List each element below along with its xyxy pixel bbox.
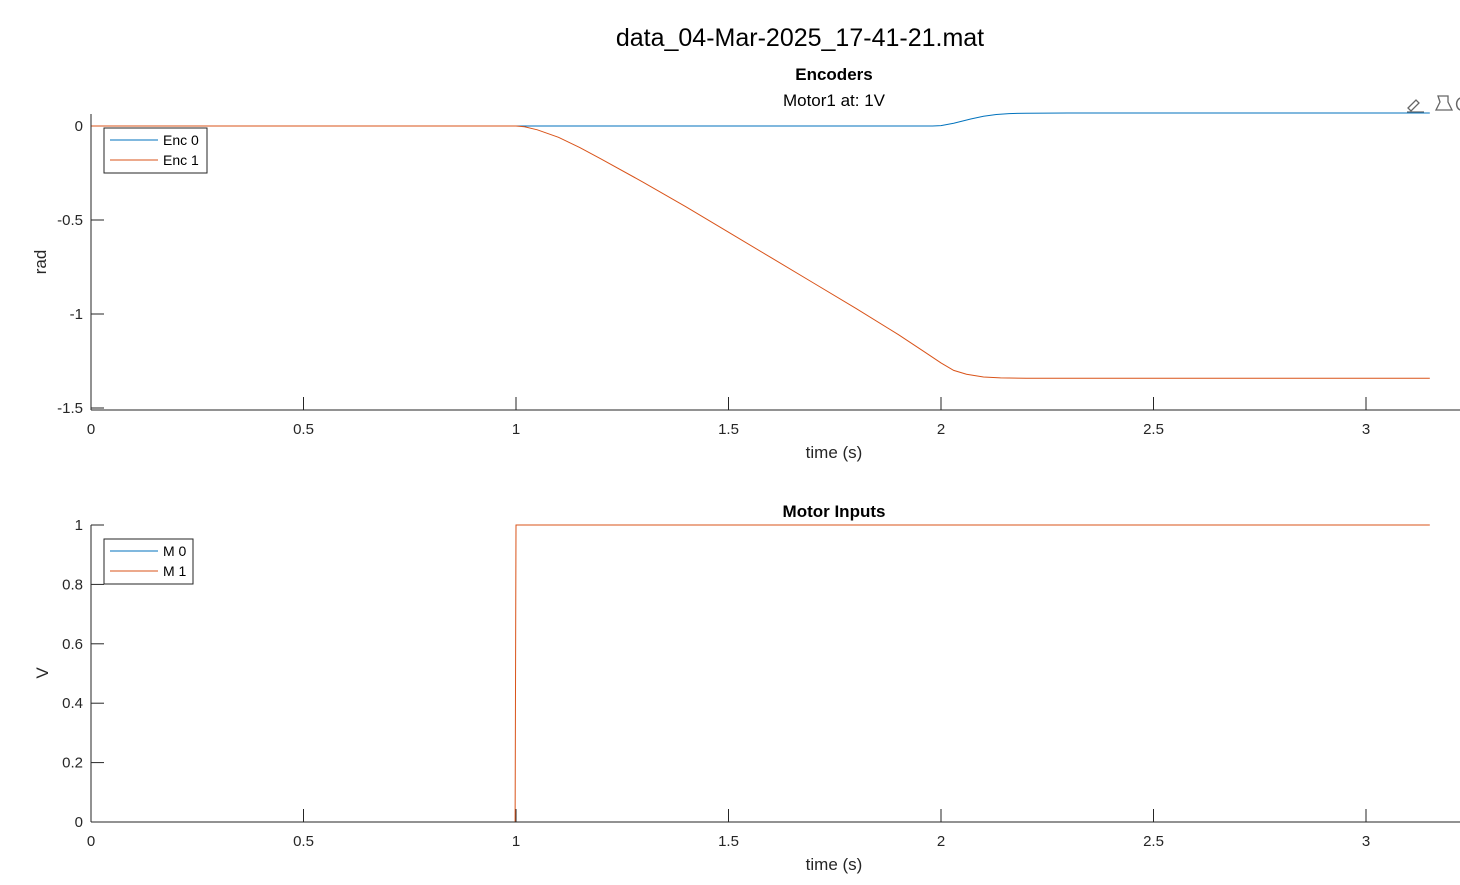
brush-icon[interactable] [1407,99,1424,113]
encoders-xtick-label-1: 0.5 [293,421,314,438]
encoders-xtick-label-6: 3 [1362,421,1370,438]
encoders-ytick-label-1: -0.5 [57,212,83,229]
encoders-legend-entry-1: Enc 1 [163,152,199,168]
encoders-ytick-label-3: -1.5 [57,400,83,417]
figure-title: data_04-Mar-2025_17-41-21.mat [616,24,984,52]
motor-inputs-xtick-label-4: 2 [937,833,945,850]
encoders-xtick-label-2: 1 [512,421,520,438]
more-tools-icon[interactable] [1455,97,1460,111]
encoders-axes: Encoders Motor1 at: 1V 0 0.5 1 1.5 2 2.5 3 0 -0.… [31,65,1460,462]
motor-inputs-ytick-label-1: 0.2 [62,755,83,772]
encoders-ytick-label-0: 0 [75,118,83,135]
encoders-legend[interactable]: Enc 0 Enc 1 [103,127,208,174]
motor-inputs-axes: Motor Inputs 0 0.5 1 1.5 2 2.5 3 0 0.2 0.4 0.6 0.8 1… [33,502,1460,874]
motor-inputs-ytick-label-3: 0.6 [62,636,83,653]
motor-inputs-xlabel: time (s) [806,855,863,874]
encoders-xtick-label-0: 0 [87,421,95,438]
encoders-xtick-label-5: 2.5 [1143,421,1164,438]
motor-inputs-xtick-label-3: 1.5 [718,833,739,850]
data-tips-icon[interactable] [1434,95,1454,111]
encoders-ylabel: rad [31,250,50,275]
motor-inputs-xtick-label-5: 2.5 [1143,833,1164,850]
encoders-series-enc-1 [91,125,1430,379]
motor-inputs-ytick-label-2: 0.4 [62,695,83,712]
motor-inputs-legend-entry-1: M 1 [163,563,187,579]
motor-inputs-title: Motor Inputs [783,502,886,521]
motor-inputs-ylabel: V [33,667,52,679]
encoders-xtick-label-4: 2 [937,421,945,438]
motor-inputs-ytick-label-0: 0 [75,814,83,831]
encoders-legend-box [103,127,208,174]
encoders-xtick-label-3: 1.5 [718,421,739,438]
motor-inputs-xtick-label-0: 0 [87,833,95,850]
axes-toolbar [1407,95,1460,113]
motor-inputs-xtick-label-1: 0.5 [293,833,314,850]
encoders-title: Encoders [795,65,872,84]
encoders-series-enc-0 [91,112,1430,127]
motor-inputs-ytick-label-4: 0.8 [62,576,83,593]
encoders-legend-entry-0: Enc 0 [163,132,199,148]
motor-inputs-legend-entry-0: M 0 [163,543,187,559]
motor-inputs-series-m-1 [91,524,1430,823]
motor-inputs-legend[interactable]: M 0 M 1 [103,538,194,585]
encoders-xlabel: time (s) [806,443,863,462]
motor-inputs-xtick-label-2: 1 [512,833,520,850]
encoders-subtitle: Motor1 at: 1V [783,91,886,110]
motor-inputs-ytick-label-5: 1 [75,517,83,534]
motor-inputs-xtick-label-6: 3 [1362,833,1370,850]
motor-inputs-legend-box [103,538,194,585]
encoders-ytick-label-2: -1 [70,306,83,323]
